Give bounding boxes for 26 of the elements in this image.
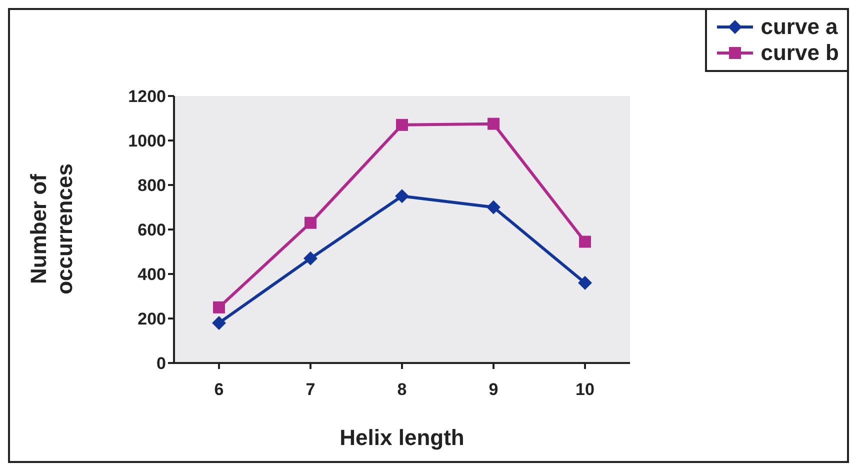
legend-label: curve b [760,40,839,66]
point [304,216,316,229]
point [578,276,592,290]
point [395,189,409,204]
x-tick-label: 6 [214,380,224,400]
point [213,301,225,314]
y-tick-label: 200 [138,310,166,329]
point [488,118,500,130]
x-tick-label: 9 [488,380,498,400]
point [579,236,591,248]
point [212,316,226,330]
y-axis-title: Number of occurrences [26,164,77,294]
point [304,251,318,266]
y-tick-label: 1000 [128,132,166,151]
y-tick-label: 0 [156,354,166,374]
x-axis-title: Helix length [340,425,464,450]
y-tick-label: 1200 [128,87,166,106]
point [486,200,500,214]
x-tick-label: 8 [397,380,407,400]
legend-label: curve a [760,14,838,40]
x-tick-label: 10 [576,380,594,400]
y-tick-label: 400 [138,265,166,284]
point [396,118,408,131]
y-tick-label: 600 [138,220,166,240]
y-tick-label: 800 [138,176,166,196]
x-tick-label: 7 [306,380,316,400]
